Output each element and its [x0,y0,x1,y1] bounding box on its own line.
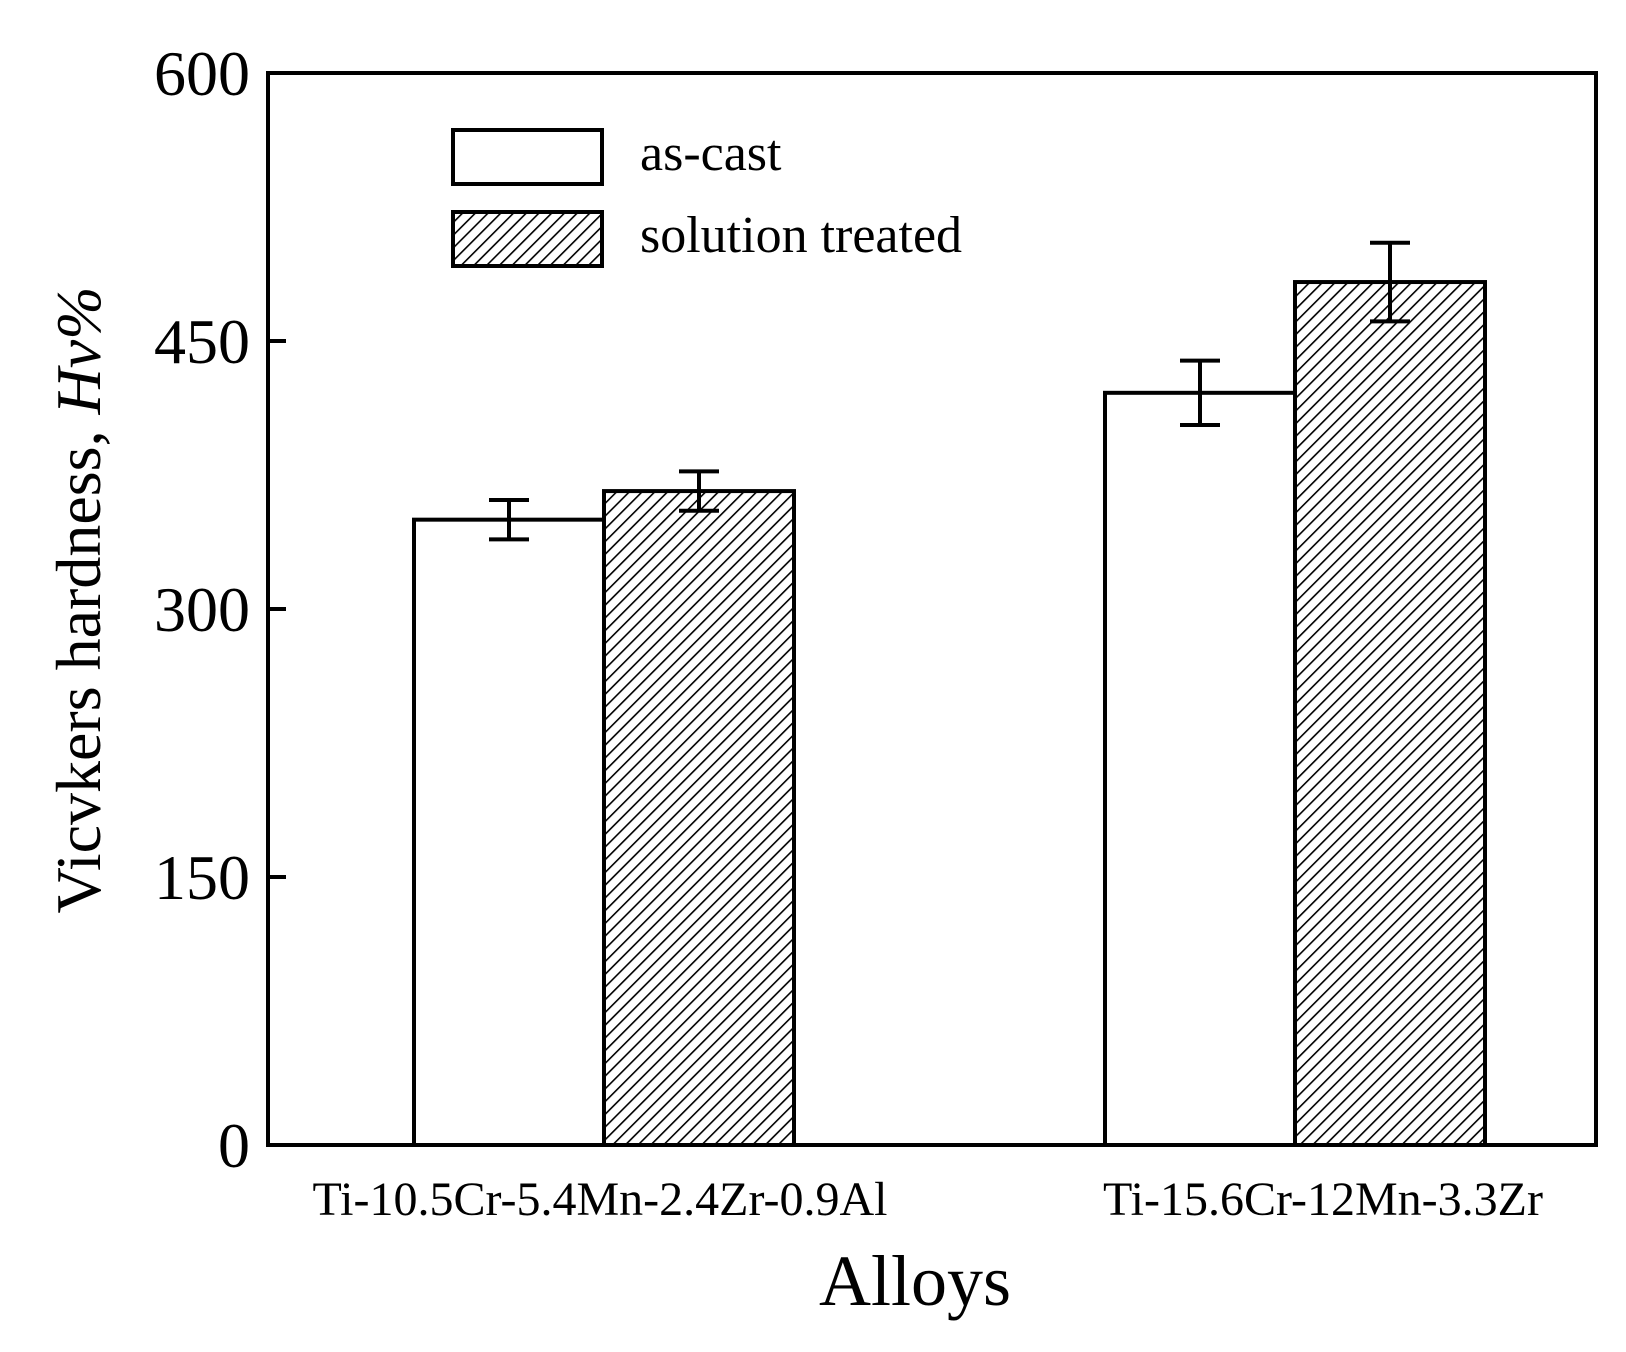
x-category-label: Ti-15.6Cr-12Mn-3.3Zr [1103,1173,1543,1226]
x-axis-category-labels: Ti-10.5Cr-5.4Mn-2.4Zr-0.9Al Ti-15.6Cr-12M… [313,1173,1543,1226]
bar-solution-treated-2 [1293,280,1487,1148]
y-axis-ticks: 0 150 300 450 600 [154,38,286,1181]
legend-label-as-cast: as-cast [640,125,782,182]
x-axis-title: Alloys [819,1241,1011,1321]
x-category-label: Ti-10.5Cr-5.4Mn-2.4Zr-0.9Al [313,1173,888,1226]
legend-swatch-solution-treated [451,210,604,268]
bars-group [412,280,1487,1148]
y-axis-title: Vicvkers hardness, Hv% [43,286,114,913]
y-tick-label: 0 [218,1110,250,1181]
y-tick-label: 600 [154,38,250,109]
bar-as-cast-2 [1103,390,1297,1147]
y-tick-label: 300 [154,574,250,645]
y-tick-label: 450 [154,306,250,377]
legend-label-solution-treated: solution treated [640,207,962,264]
y-tick-label: 150 [154,842,250,913]
y-axis-title-suffix: % [43,286,114,339]
error-bars-group [489,240,1410,542]
legend: as-cast solution treated [451,125,962,268]
y-axis-title-italic: Hv [43,339,114,415]
legend-swatch-as-cast [451,128,604,186]
bar-as-cast-1 [412,517,606,1147]
bar-solution-treated-1 [602,489,796,1147]
y-axis-title-prefix: Vicvkers hardness, [43,414,114,913]
